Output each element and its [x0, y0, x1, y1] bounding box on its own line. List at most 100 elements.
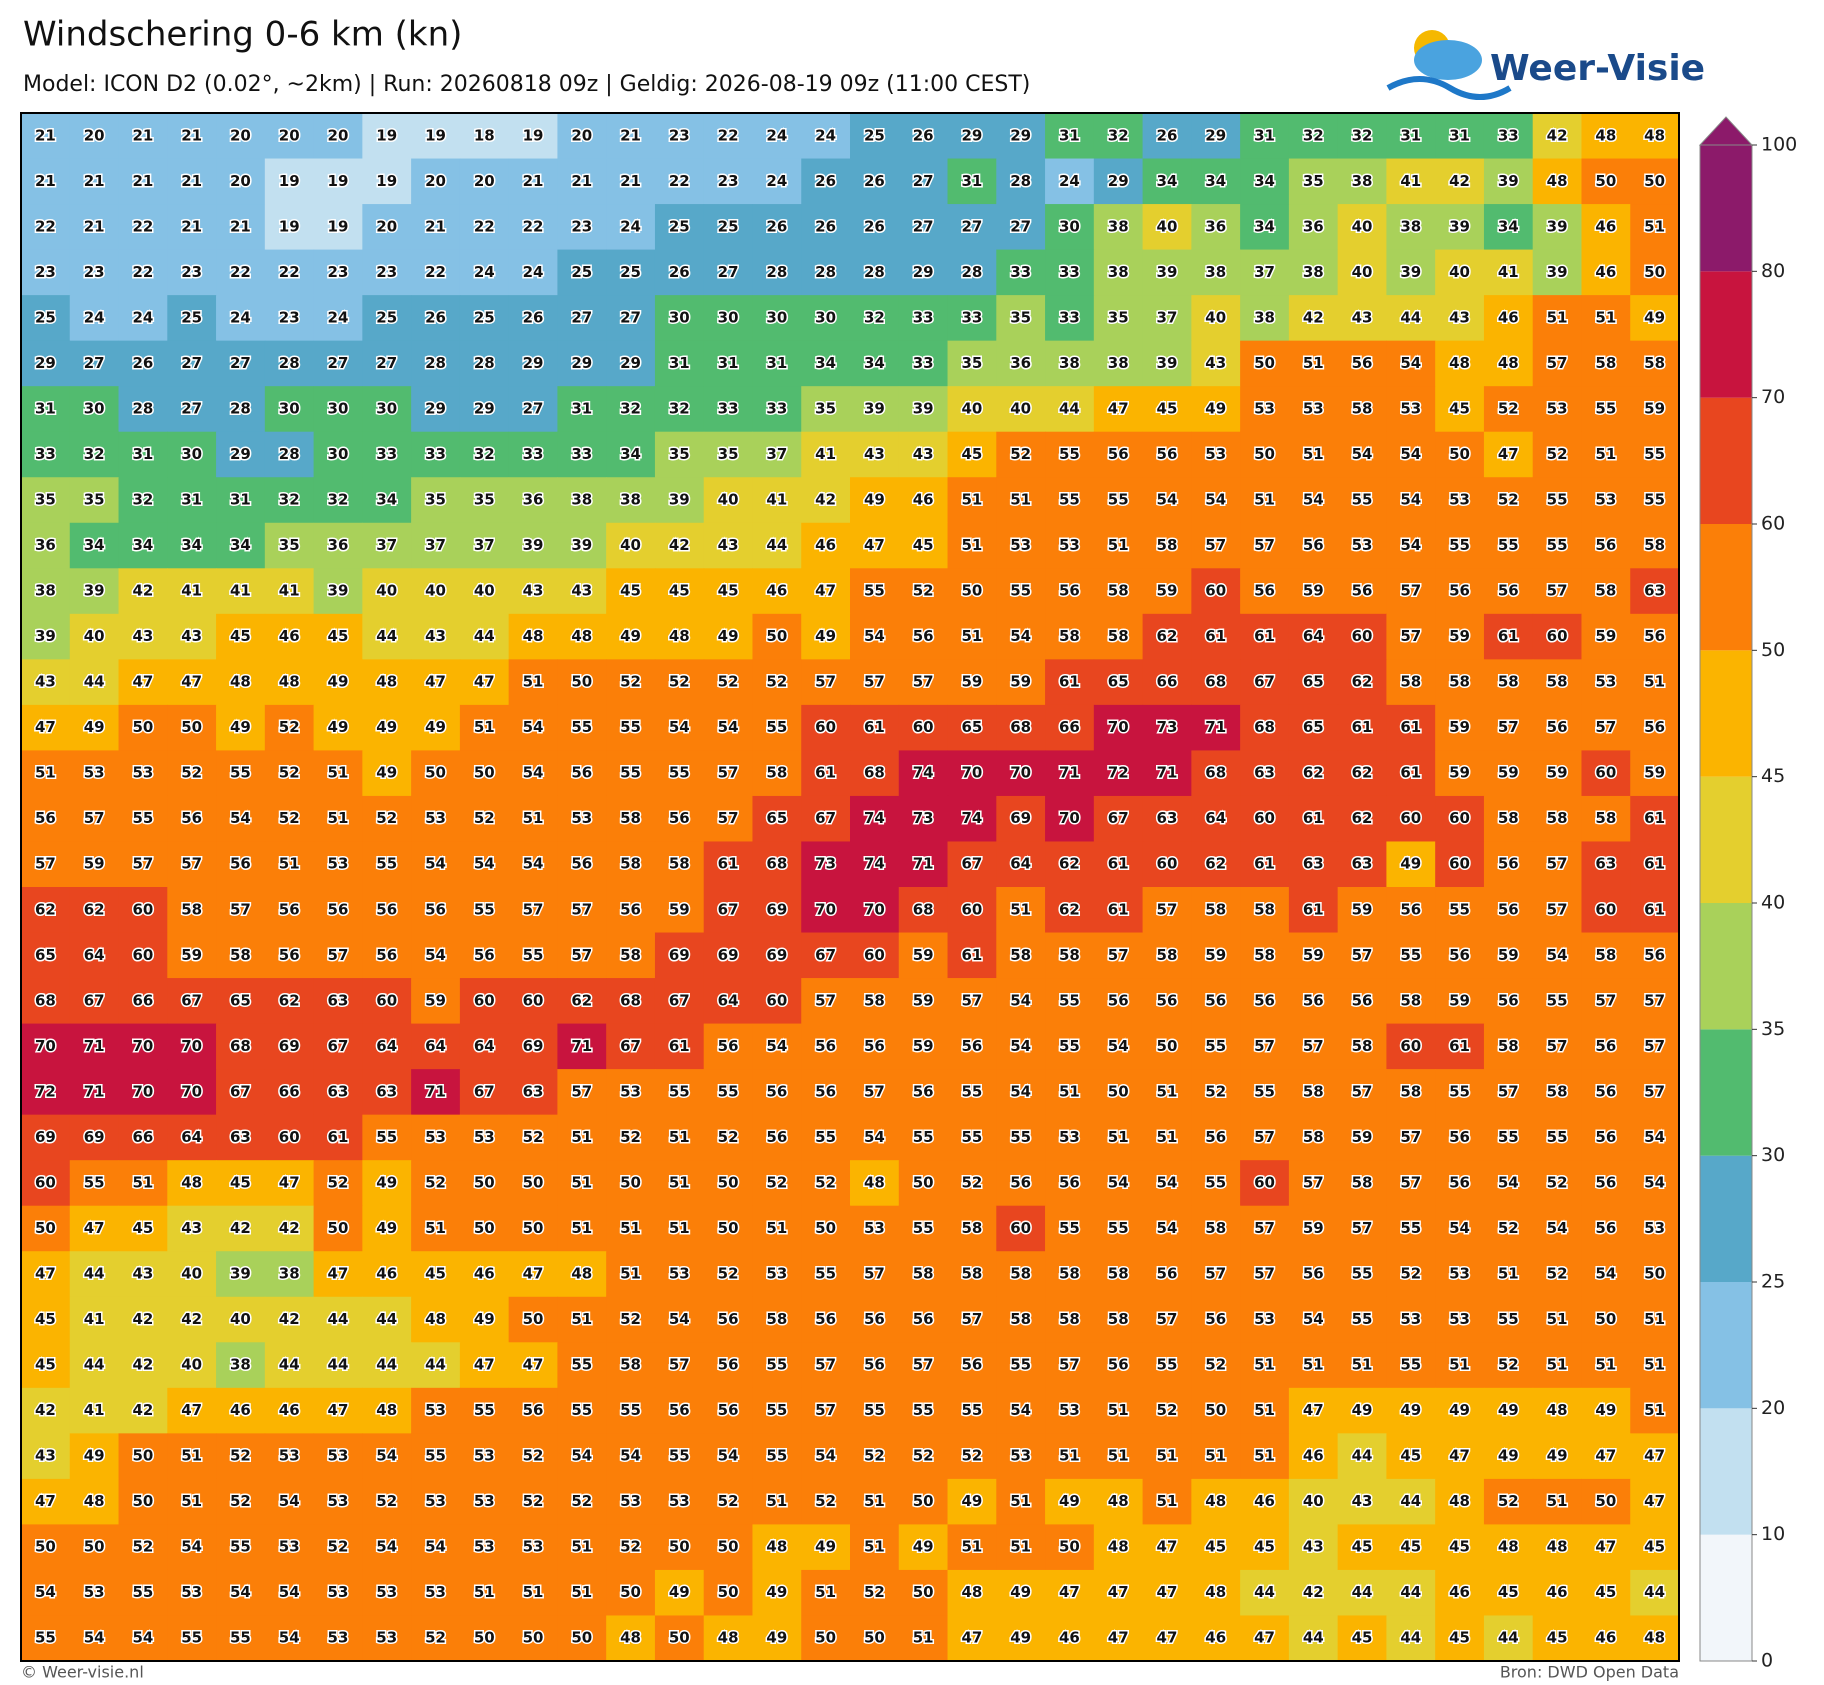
cell-value: 54 — [1400, 536, 1421, 554]
cell-value: 45 — [718, 582, 739, 600]
cell-value: 28 — [1010, 172, 1031, 190]
cell-value: 49 — [376, 764, 397, 782]
cell-value: 43 — [181, 627, 202, 645]
cell-value: 54 — [523, 855, 544, 873]
cell — [216, 1023, 266, 1070]
cell — [850, 1524, 900, 1571]
cell — [167, 1342, 217, 1389]
cell — [557, 522, 607, 569]
cell — [1532, 295, 1582, 342]
cell-value: 28 — [961, 263, 982, 281]
cell-value: 64 — [718, 991, 739, 1009]
cell-value: 56 — [376, 900, 397, 918]
cell — [1581, 431, 1631, 478]
cell-value: 48 — [620, 1629, 641, 1647]
cell — [1240, 1524, 1290, 1571]
cell — [264, 431, 315, 478]
cell — [996, 1478, 1046, 1525]
cell — [1045, 887, 1095, 934]
cell-value: 56 — [376, 946, 397, 964]
cell — [996, 340, 1046, 387]
cell — [362, 568, 412, 615]
cell-value: 19 — [376, 126, 397, 144]
cell-value: 33 — [35, 445, 56, 463]
cell — [118, 1387, 168, 1434]
cell-value: 55 — [961, 1082, 982, 1100]
cell — [898, 158, 949, 205]
cell-value: 54 — [376, 1447, 397, 1465]
cell — [654, 386, 705, 433]
cell — [69, 932, 120, 979]
cell-value: 19 — [328, 172, 349, 190]
cell-value: 59 — [1303, 1219, 1324, 1237]
cell-value: 40 — [961, 399, 982, 417]
cell-value: 39 — [328, 582, 349, 600]
cell-value: 55 — [571, 1401, 592, 1419]
cell-value: 41 — [815, 445, 836, 463]
cell — [508, 386, 558, 433]
cell — [69, 1387, 120, 1434]
cell-value: 65 — [1303, 718, 1324, 736]
cell-value: 51 — [571, 1219, 592, 1237]
cell-value: 45 — [1352, 1538, 1373, 1556]
cell-value: 57 — [1303, 1037, 1324, 1055]
cell — [1093, 1478, 1144, 1525]
cell-value: 51 — [181, 1447, 202, 1465]
cell-value: 58 — [181, 900, 202, 918]
cell — [898, 1114, 949, 1161]
cell-value: 57 — [864, 673, 885, 691]
cell — [411, 1524, 461, 1571]
cell-value: 51 — [1010, 491, 1031, 509]
cell-value: 68 — [230, 1037, 251, 1055]
cell — [411, 1387, 461, 1434]
cell — [1240, 1478, 1290, 1525]
cell-value: 27 — [376, 354, 397, 372]
cell — [996, 795, 1046, 842]
cell — [1337, 841, 1387, 888]
cell-value: 38 — [279, 1265, 300, 1283]
cell-value: 48 — [766, 1538, 787, 1556]
cell-value: 67 — [1108, 809, 1129, 827]
cell — [1630, 1615, 1680, 1662]
cell — [898, 249, 949, 296]
cell — [654, 1205, 705, 1252]
cell — [459, 295, 510, 342]
cell-value: 29 — [1205, 126, 1226, 144]
cell — [606, 386, 656, 433]
cell — [313, 1478, 363, 1525]
cell-value: 56 — [1303, 991, 1324, 1009]
cell — [1240, 431, 1290, 478]
cell — [898, 795, 949, 842]
cell-value: 48 — [181, 1173, 202, 1191]
cell — [947, 887, 997, 934]
cell — [313, 978, 363, 1025]
cell — [1093, 295, 1144, 342]
cell — [1191, 932, 1241, 979]
cell-value: 24 — [132, 308, 153, 326]
cell — [801, 386, 851, 433]
cell-value: 19 — [425, 126, 446, 144]
cell-value: 33 — [961, 308, 982, 326]
cell-value: 59 — [1205, 946, 1226, 964]
cell — [703, 1023, 753, 1070]
cell-value: 62 — [1059, 900, 1080, 918]
cell-value: 62 — [1157, 627, 1178, 645]
cell-value: 46 — [1205, 1629, 1226, 1647]
cell-value: 59 — [1449, 718, 1470, 736]
cell — [21, 704, 71, 751]
cell — [606, 1342, 656, 1389]
cell — [1045, 1205, 1095, 1252]
cell — [313, 295, 363, 342]
cell-value: 68 — [913, 900, 934, 918]
cell-value: 65 — [230, 991, 251, 1009]
cell-value: 57 — [815, 991, 836, 1009]
cell — [996, 204, 1046, 251]
cell — [362, 841, 412, 888]
cell — [1142, 932, 1192, 979]
cell-value: 58 — [1498, 673, 1519, 691]
cell-value: 44 — [1400, 1583, 1421, 1601]
cell-value: 63 — [1254, 764, 1275, 782]
cell-value: 24 — [1059, 172, 1080, 190]
cell — [801, 568, 851, 615]
